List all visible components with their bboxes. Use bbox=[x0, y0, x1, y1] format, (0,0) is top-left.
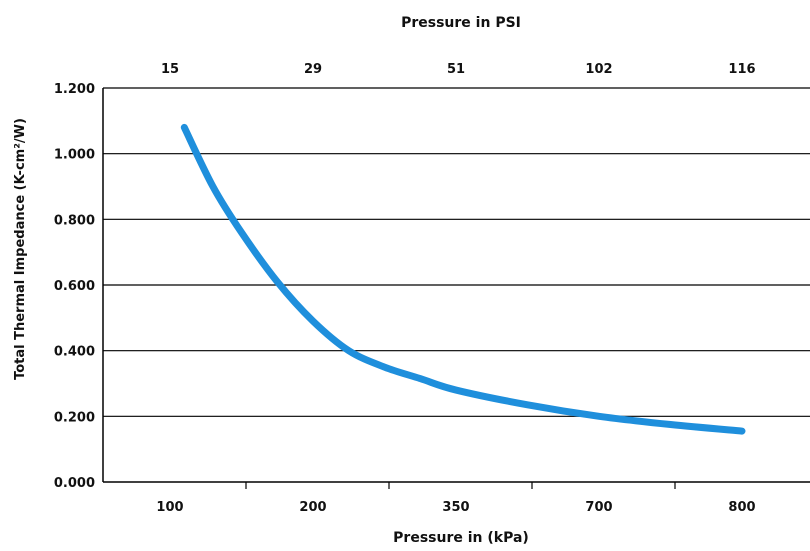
x-tick-label: 800 bbox=[728, 500, 755, 515]
x-tick-label: 700 bbox=[585, 500, 612, 515]
grid-lines bbox=[103, 87, 810, 417]
top-tick-label: 51 bbox=[447, 62, 465, 77]
series-line bbox=[180, 123, 746, 435]
y-tick-label: 1.000 bbox=[54, 148, 95, 163]
top-tick-label: 116 bbox=[728, 62, 755, 77]
top-tick-label: 102 bbox=[585, 62, 612, 77]
y-axis-title: Total Thermal Impedance (K-cm²/W) bbox=[13, 118, 28, 380]
x-tick-label: 100 bbox=[156, 500, 183, 515]
x-tick-label: 350 bbox=[442, 500, 469, 515]
top-axis-title: Pressure in PSI bbox=[401, 15, 521, 31]
x-tick-label: 200 bbox=[299, 500, 326, 515]
y-tick-label: 0.400 bbox=[54, 345, 95, 360]
top-tick-label: 29 bbox=[304, 62, 322, 77]
series-layer bbox=[180, 123, 746, 435]
y-tick-label: 0.600 bbox=[54, 279, 95, 294]
y-tick-label: 0.000 bbox=[54, 476, 95, 491]
top-axis-ticks: 15 29 51 102 116 bbox=[161, 62, 756, 77]
y-tick-label: 1.200 bbox=[54, 82, 95, 97]
x-axis-ticks: 100 200 350 700 800 bbox=[156, 482, 756, 515]
axes bbox=[102, 88, 810, 483]
y-axis-ticks: 0.000 0.200 0.400 0.600 0.800 1.000 1.200 bbox=[54, 82, 95, 491]
y-tick-label: 0.800 bbox=[54, 213, 95, 228]
y-tick-label: 0.200 bbox=[54, 410, 95, 425]
x-axis-title: Pressure in (kPa) bbox=[393, 530, 529, 546]
top-tick-label: 15 bbox=[161, 62, 179, 77]
